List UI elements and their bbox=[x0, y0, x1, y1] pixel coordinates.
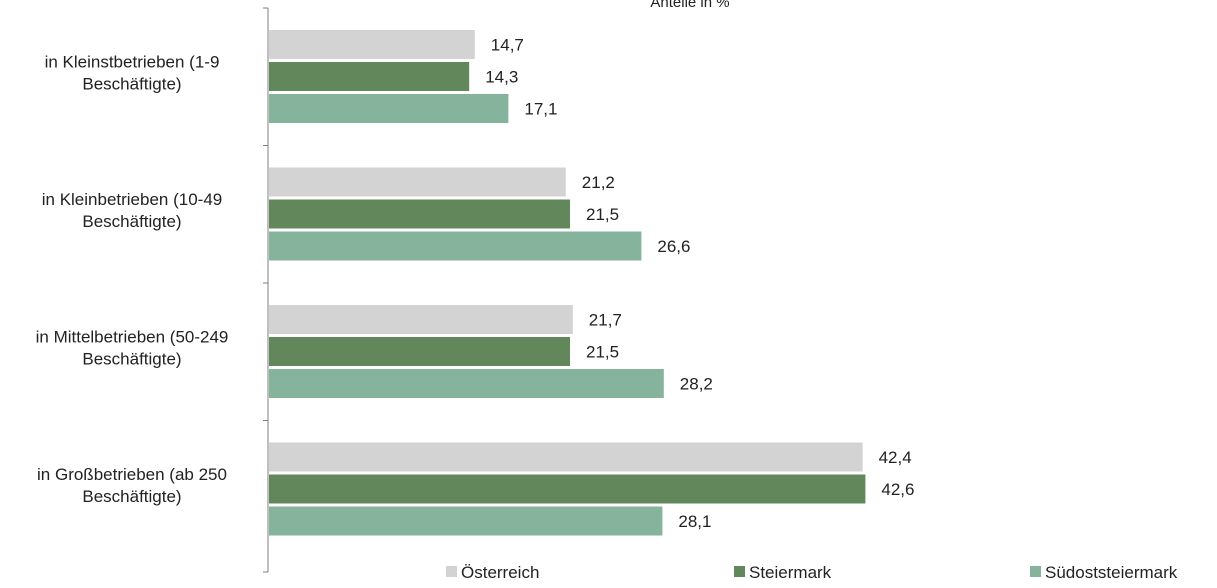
category-label: Beschäftigte) bbox=[82, 350, 181, 369]
data-label: 17,1 bbox=[524, 100, 557, 119]
data-label: 14,7 bbox=[491, 36, 524, 55]
bar bbox=[269, 167, 566, 197]
data-label: 21,5 bbox=[586, 343, 619, 362]
data-label: 28,2 bbox=[680, 375, 713, 394]
bar bbox=[269, 369, 664, 398]
bar bbox=[269, 506, 663, 536]
data-label: 21,7 bbox=[589, 311, 622, 330]
bar bbox=[269, 337, 570, 366]
data-label: 42,6 bbox=[881, 480, 914, 499]
category-label: in Mittelbetrieben (50-249 bbox=[36, 328, 229, 347]
category-label: Beschäftigte) bbox=[82, 75, 181, 94]
legend-swatch bbox=[1030, 566, 1041, 577]
category-label: Beschäftigte) bbox=[82, 212, 181, 231]
bar bbox=[269, 62, 470, 91]
category-label: in Kleinbetrieben (10-49 bbox=[42, 190, 223, 209]
category-label: Beschäftigte) bbox=[82, 487, 181, 506]
bar bbox=[269, 30, 475, 59]
data-label: 26,6 bbox=[657, 237, 690, 256]
legend-label: Österreich bbox=[461, 563, 539, 582]
bars-group: 14,7 14,3 17,1 21,2 21,5 26,6 21,7 21,5 28,2 42,4… bbox=[269, 30, 914, 536]
category-labels: in Kleinstbetrieben (1-9 Beschäftigte) in … bbox=[36, 53, 229, 507]
bar bbox=[269, 199, 570, 229]
data-label: 14,3 bbox=[485, 68, 518, 87]
legend-swatch bbox=[734, 566, 745, 577]
data-label: 21,2 bbox=[582, 173, 615, 192]
bar bbox=[269, 231, 642, 261]
chart-subtitle: Anteile in % bbox=[650, 0, 729, 11]
data-label: 28,1 bbox=[678, 512, 711, 531]
bar bbox=[269, 94, 509, 123]
data-label: 21,5 bbox=[586, 205, 619, 224]
legend-swatch bbox=[446, 566, 457, 577]
category-label: in Großbetrieben (ab 250 bbox=[37, 465, 227, 484]
legend-label: Steiermark bbox=[749, 563, 832, 582]
bar bbox=[269, 442, 863, 472]
category-axis bbox=[263, 7, 269, 573]
data-label: 42,4 bbox=[879, 448, 912, 467]
category-label: in Kleinstbetrieben (1-9 bbox=[45, 53, 220, 72]
legend: Österreich Steiermark Südoststeiermark bbox=[446, 563, 1178, 582]
bar bbox=[269, 305, 573, 334]
legend-label: Südoststeiermark bbox=[1045, 563, 1178, 582]
bar bbox=[269, 474, 866, 504]
